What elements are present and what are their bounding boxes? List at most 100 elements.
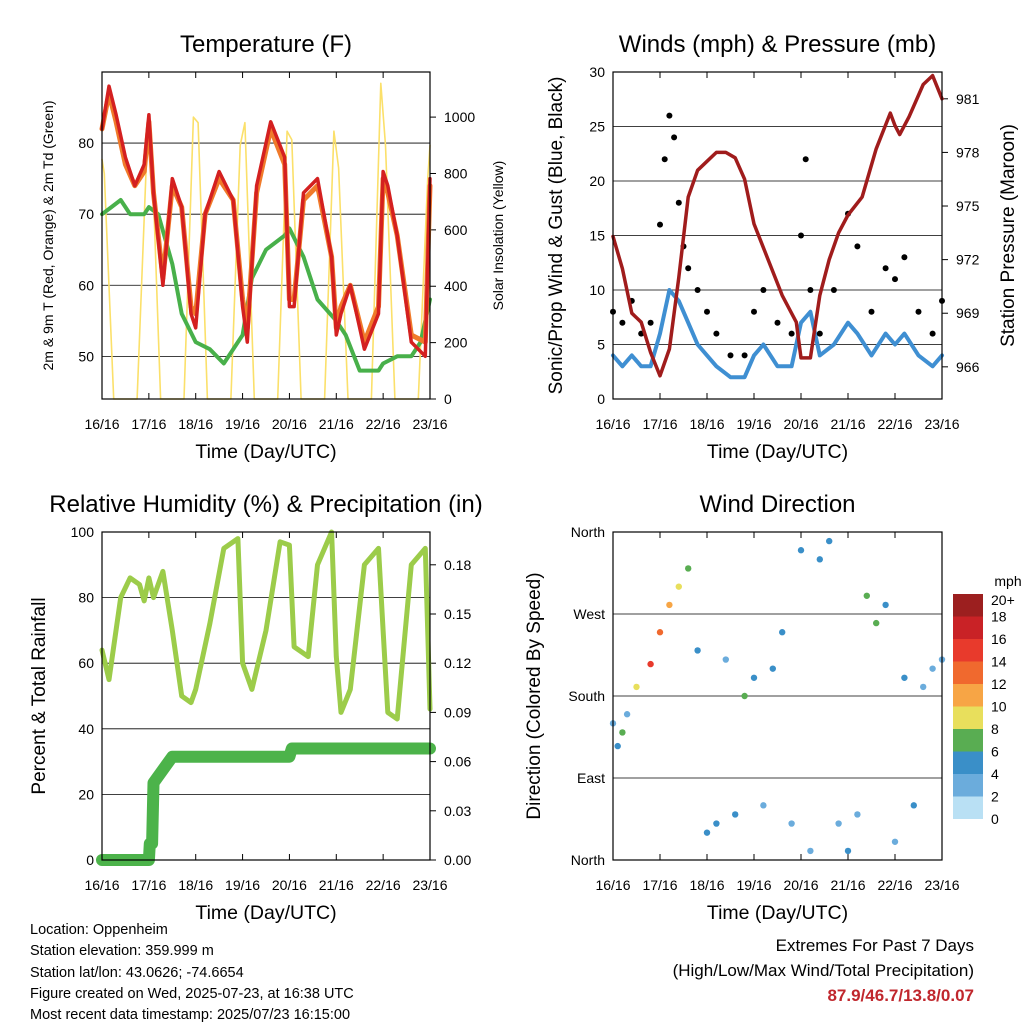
y-tick-label: 80 xyxy=(78,135,94,151)
x-tick-label: 20/16 xyxy=(783,416,818,432)
chart-title: Relative Humidity (%) & Precipitation (i… xyxy=(49,491,482,518)
colorbar-label: 0 xyxy=(991,811,999,827)
direction-point xyxy=(807,847,814,855)
x-axis-label: Time (Day/UTC) xyxy=(707,441,848,463)
series-relative-humidity xyxy=(99,529,433,722)
x-tick-label: 19/16 xyxy=(225,416,260,432)
colorbar-swatch xyxy=(953,729,983,752)
series-pressure xyxy=(611,73,944,378)
location-text: Location: Oppenheim xyxy=(30,922,168,938)
direction-point xyxy=(882,601,889,609)
x-tick-label: 22/16 xyxy=(366,877,401,893)
colorbar-title: mph xyxy=(994,573,1021,589)
direction-point xyxy=(614,742,621,750)
gust-point xyxy=(882,265,889,272)
x-tick-label: 23/16 xyxy=(412,877,447,893)
colorbar-label: 8 xyxy=(991,721,999,737)
temperature-chart: Temperature (F) 16/16 17/16 18/16 19/16 20/16… xyxy=(40,31,506,463)
colorbar-label: 14 xyxy=(991,654,1007,670)
gust-point xyxy=(892,276,898,283)
y-right-tick-label: 0.18 xyxy=(444,557,471,573)
y-tick-label: East xyxy=(577,770,605,786)
y-tick-label: 60 xyxy=(78,277,94,293)
direction-point xyxy=(863,592,870,599)
direction-point xyxy=(713,820,720,827)
y-tick-label: 100 xyxy=(71,524,95,540)
colorbar-label: 18 xyxy=(991,609,1007,625)
x-tick-label: 21/16 xyxy=(830,416,865,432)
x-tick-label: 19/16 xyxy=(225,877,260,893)
gust-point xyxy=(774,319,781,326)
gust-point xyxy=(713,330,720,337)
latlon-text: Station lat/lon: 43.0626; -74.6654 xyxy=(30,964,244,981)
colorbar-swatch xyxy=(953,684,983,707)
y-tick-label: 25 xyxy=(589,119,605,135)
y-right-tick-label: 0.15 xyxy=(444,606,471,622)
plot-frame xyxy=(612,531,943,861)
x-tick-label: 17/16 xyxy=(131,416,166,432)
direction-point xyxy=(732,811,739,818)
chart-title: Temperature (F) xyxy=(180,31,352,58)
y-tick-label: North xyxy=(571,852,605,868)
y-tick-label: 30 xyxy=(589,64,605,80)
gust-point xyxy=(671,134,678,141)
series-wind xyxy=(611,288,944,380)
y-tick-label: North xyxy=(571,524,605,540)
gust-point xyxy=(704,308,710,315)
colorbar-swatch xyxy=(953,751,983,774)
gust-point xyxy=(727,352,734,359)
series-precipitation xyxy=(96,742,436,866)
x-tick-label: 22/16 xyxy=(366,416,401,432)
x-axis-label: Time (Day/UTC) xyxy=(707,902,848,924)
x-tick-label: 16/16 xyxy=(84,877,119,893)
direction-point xyxy=(656,629,664,636)
y-right-tick-label: 0.09 xyxy=(444,704,471,720)
y-right-tick-label: 966 xyxy=(956,359,980,375)
x-tick-label: 18/16 xyxy=(178,877,213,893)
y-right-tick-label: 978 xyxy=(956,144,980,160)
direction-point xyxy=(816,556,823,563)
direction-point xyxy=(854,811,861,818)
y-right-tick-label: 800 xyxy=(444,165,468,181)
y-tick-label: South xyxy=(568,688,605,704)
colorbar-swatch xyxy=(953,706,983,729)
colorbar-label: 6 xyxy=(991,744,999,760)
plot-frame xyxy=(101,71,431,400)
y-tick-label: 50 xyxy=(78,348,94,364)
x-tick-label: 23/16 xyxy=(924,416,959,432)
x-tick-label: 18/16 xyxy=(178,416,213,432)
y-right-tick-label: 200 xyxy=(444,335,468,351)
x-tick-label: 20/16 xyxy=(783,877,818,893)
colorbar-label: 20+ xyxy=(991,592,1015,608)
chart-title: Wind Direction xyxy=(699,491,855,518)
x-tick-label: 16/16 xyxy=(595,416,630,432)
direction-point xyxy=(703,829,711,836)
gust-point xyxy=(816,330,823,337)
y-tick-label: West xyxy=(573,606,605,622)
x-tick-label: 23/16 xyxy=(924,877,959,893)
gust-point xyxy=(661,156,668,163)
gust-point xyxy=(915,308,922,315)
colorbar-label: 4 xyxy=(991,766,999,782)
colorbar-swatch xyxy=(953,639,983,662)
y-tick-label: 20 xyxy=(589,173,605,189)
direction-point xyxy=(633,683,640,691)
direction-point xyxy=(920,683,927,691)
y-right-axis-label: Solar Insolation (Yellow) xyxy=(490,161,506,311)
y-right-tick-label: 981 xyxy=(956,91,980,107)
y-axis-label: Direction (Colored By Speed) xyxy=(524,572,545,819)
colorbar-label: 10 xyxy=(991,699,1007,715)
gust-point xyxy=(675,199,682,206)
y-axis-label: Percent & Total Rainfall xyxy=(29,597,50,794)
y-right-tick-label: 400 xyxy=(444,278,468,294)
series-2m-td xyxy=(100,198,432,373)
direction-point xyxy=(722,656,729,663)
x-tick-label: 17/16 xyxy=(642,877,677,893)
gust-point xyxy=(868,308,875,315)
direction-point xyxy=(769,665,776,672)
direction-point xyxy=(685,565,692,572)
direction-point xyxy=(750,674,758,681)
plot-frame xyxy=(101,531,431,861)
gust-point xyxy=(760,287,767,293)
gust-point xyxy=(751,308,757,315)
